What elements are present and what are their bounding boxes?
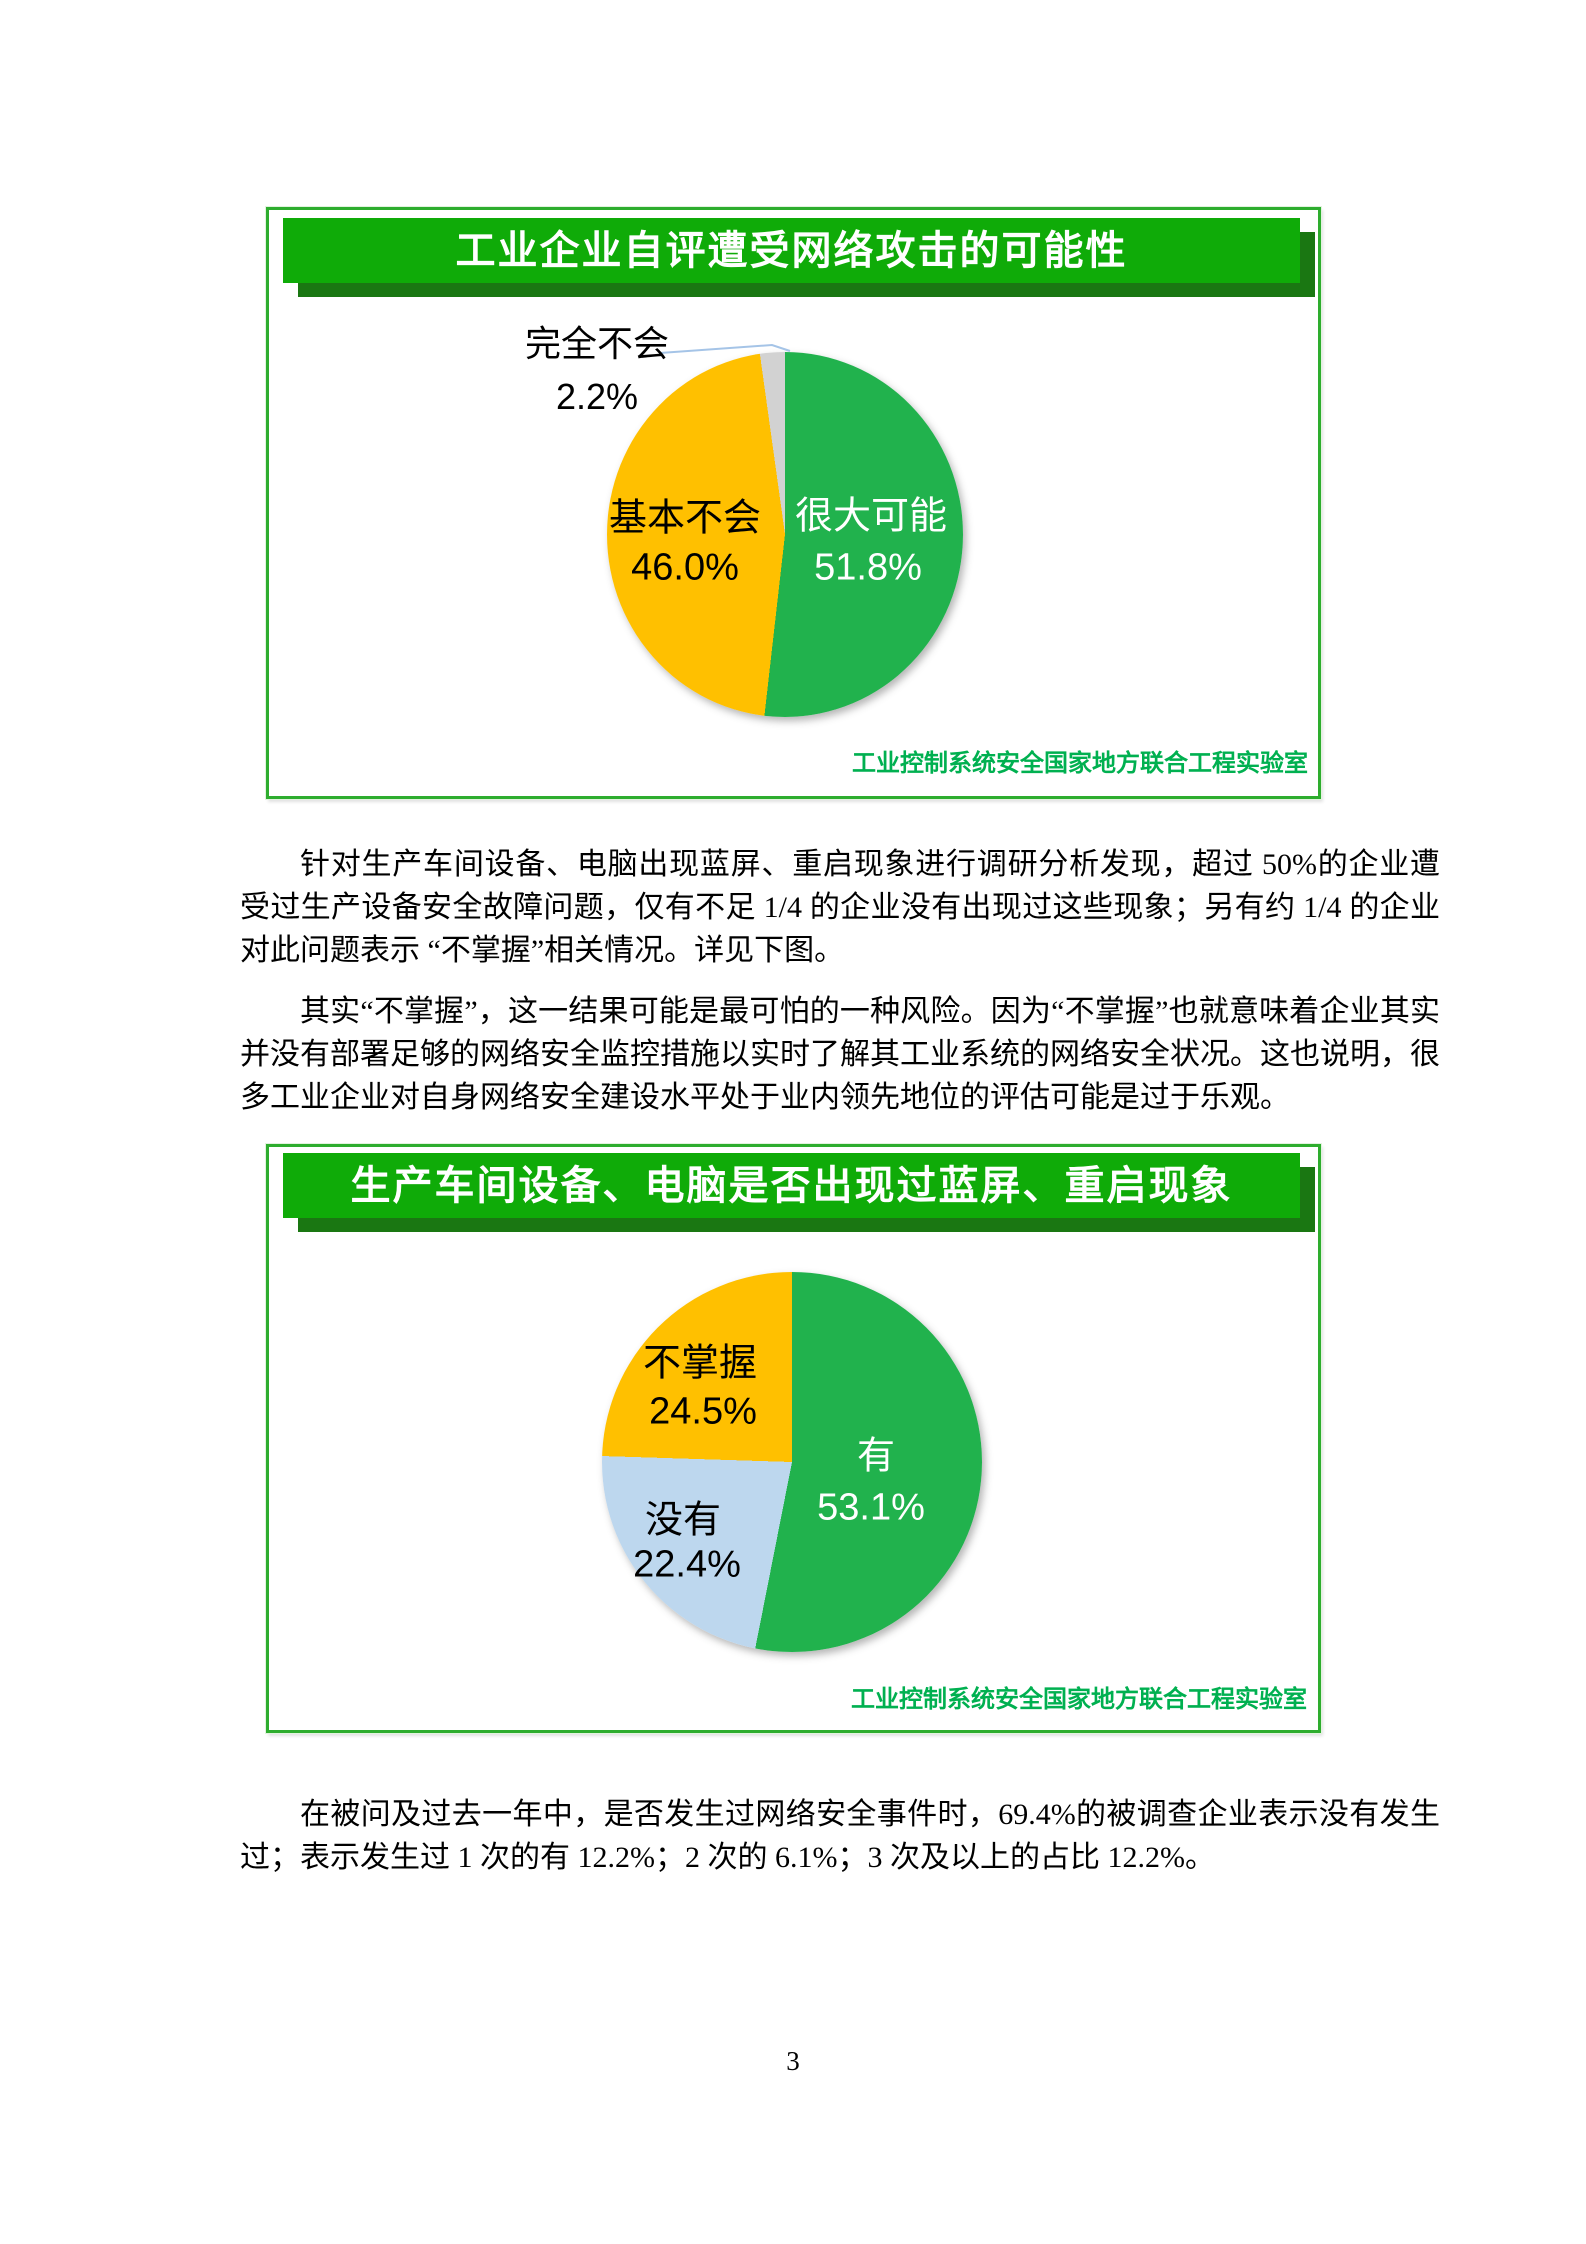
pie2-slice-label-yellow: 不掌握 — [642, 1342, 758, 1385]
pie2-slice-value-yellow: 24.5% — [649, 1390, 757, 1433]
pie1-slice-label-green: 很大可能 — [794, 495, 948, 538]
pie2-slice-value-green: 53.1% — [817, 1486, 925, 1529]
chart-title-bar-2: 生产车间设备、电脑是否出现过蓝屏、重启现象 — [283, 1153, 1300, 1218]
pie1-slice-value-yellow: 46.0% — [631, 546, 739, 589]
source-attribution-2: 工业控制系统安全国家地方联合工程实验室 — [851, 1686, 1307, 1713]
pie1-slice-value-callout: 2.2% — [555, 376, 639, 417]
pie1-slice-value-green: 51.8% — [814, 546, 922, 589]
chart-title-bar-1: 工业企业自评遭受网络攻击的可能性 — [283, 218, 1300, 283]
pie1-slice-label-callout: 完全不会 — [524, 323, 670, 364]
pie2-slice-label-green: 有 — [856, 1435, 896, 1478]
chart-title-2: 生产车间设备、电脑是否出现过蓝屏、重启现象 — [350, 1163, 1233, 1208]
pie2-slice-value-blue: 22.4% — [633, 1543, 741, 1586]
chart-title-1: 工业企业自评遭受网络攻击的可能性 — [455, 228, 1128, 273]
source-attribution-1: 工业控制系统安全国家地方联合工程实验室 — [852, 750, 1308, 777]
body-paragraph-3: 在被问及过去一年中，是否发生过网络安全事件时，69.4%的被调查企业表示没有发生… — [240, 1798, 1440, 1874]
pie-chart-bluescreen — [602, 1272, 982, 1652]
page-number: 3 — [786, 2046, 800, 2076]
pie1-slice-label-yellow: 基本不会 — [608, 497, 762, 540]
body-paragraph-1: 针对生产车间设备、电脑出现蓝屏、重启现象进行调研分析发现，超过 50%的企业遭受… — [240, 848, 1440, 967]
body-paragraph-2: 其实“不掌握”，这一结果可能是最可怕的一种风险。因为“不掌握”也就意味着企业其实… — [240, 995, 1440, 1114]
leader-line — [659, 343, 791, 354]
pie-chart-attack-likelihood — [607, 352, 963, 717]
pie2-slice-label-blue: 没有 — [644, 1499, 722, 1542]
